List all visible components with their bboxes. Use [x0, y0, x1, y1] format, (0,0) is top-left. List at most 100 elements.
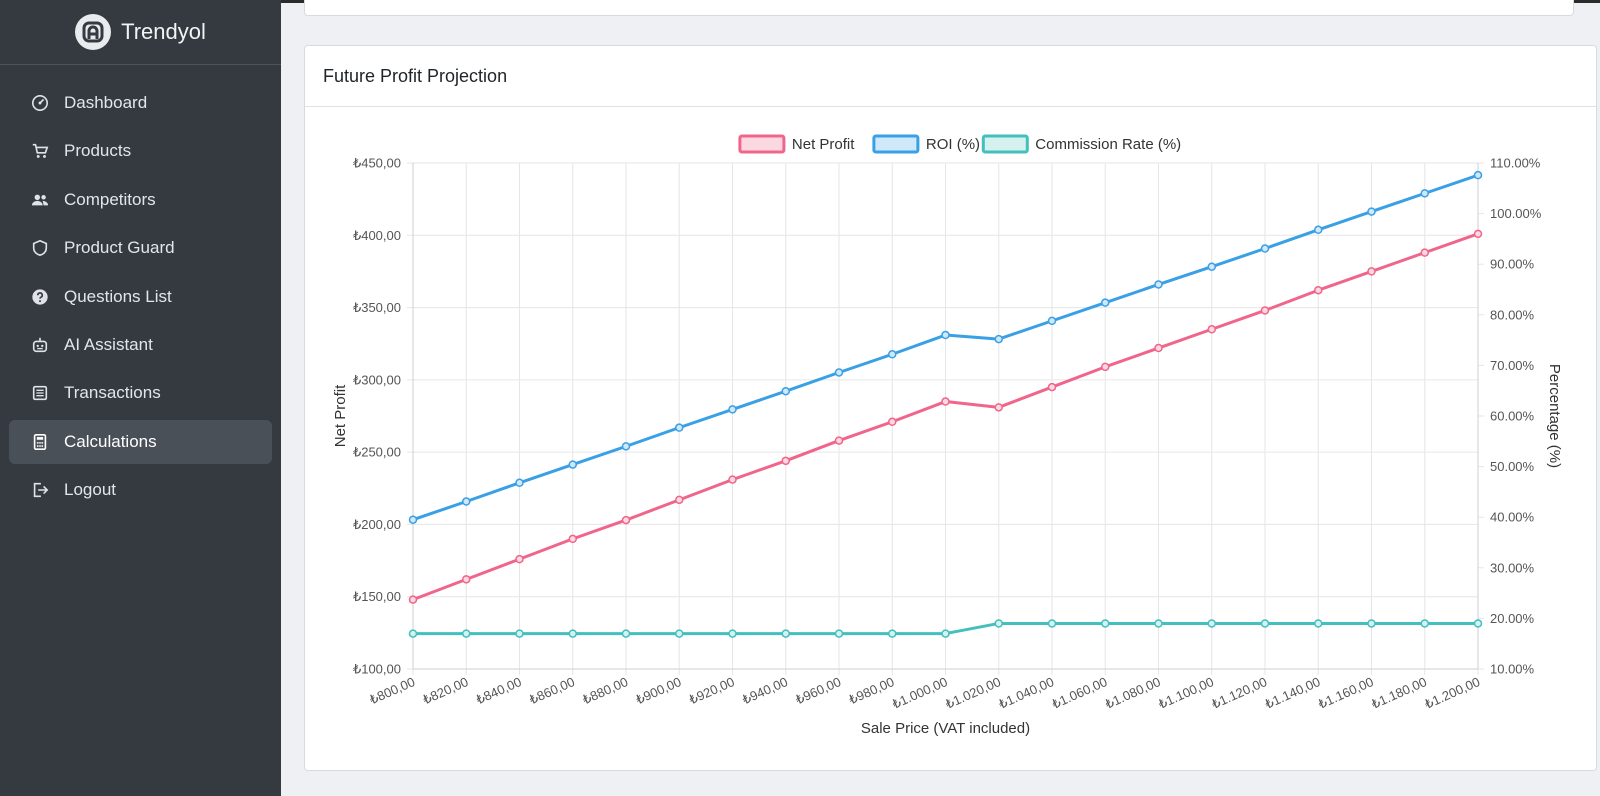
y2-tick-label: 40.00%: [1490, 510, 1535, 525]
x-tick-label: ₺1.080,00: [1103, 674, 1163, 712]
y2-tick-label: 110.00%: [1490, 156, 1541, 171]
main-content: Future Profit Projection ₺450,00 ₺400,00 ₺…: [281, 0, 1600, 796]
y2-tick-label: 30.00%: [1490, 560, 1535, 575]
data-point: [1207, 619, 1216, 628]
data-point: [781, 629, 790, 638]
sidebar-item-label: Transactions: [64, 383, 161, 403]
sidebar-item-questions-list[interactable]: Questions List: [9, 275, 272, 319]
data-point: [675, 629, 684, 638]
data-point: [1047, 316, 1057, 326]
x-tick-label: ₺1.180,00: [1369, 674, 1429, 712]
data-point: [994, 334, 1003, 344]
data-point: [834, 436, 844, 445]
y-tick-label: ₺450,00: [353, 156, 401, 171]
profit-projection-card: Future Profit Projection ₺450,00 ₺400,00 ₺…: [304, 45, 1597, 771]
sidebar-item-label: Calculations: [64, 431, 157, 451]
y-tick-label: ₺200,00: [353, 517, 401, 532]
x-tick-label: ₺1.140,00: [1263, 674, 1323, 712]
sidebar-item-label: Questions List: [64, 286, 172, 306]
data-point: [888, 629, 897, 638]
x-axis-title: Sale Price (VAT included): [861, 720, 1030, 737]
data-point: [941, 330, 950, 340]
y-tick-label: ₺150,00: [353, 589, 401, 604]
data-point: [462, 497, 471, 506]
data-point: [1367, 267, 1376, 276]
x-tick-label: ₺880,00: [580, 674, 630, 707]
data-point: [1420, 619, 1429, 628]
data-point: [1260, 306, 1270, 315]
x-tick-label: ₺1.000,00: [890, 674, 950, 712]
logout-icon: [30, 480, 50, 500]
y-tick-label: ₺100,00: [353, 662, 401, 677]
data-point: [1473, 170, 1483, 180]
x-tick-label: ₺1.060,00: [1050, 674, 1110, 712]
sidebar-item-logout[interactable]: Logout: [9, 468, 272, 512]
data-point: [781, 456, 790, 466]
sidebar-item-competitors[interactable]: Competitors: [9, 178, 272, 222]
data-point: [621, 515, 631, 525]
sidebar-item-label: AI Assistant: [64, 334, 153, 354]
x-tick-label: ₺900,00: [633, 674, 683, 707]
data-point: [1367, 619, 1376, 628]
data-point: [408, 595, 418, 604]
y2-axis-title: Percentage (%): [1546, 364, 1563, 468]
data-point: [994, 619, 1003, 628]
brand[interactable]: Trendyol: [0, 0, 281, 65]
sidebar-item-label: Products: [64, 141, 132, 161]
sidebar-item-label: Dashboard: [64, 93, 148, 112]
question-icon: [30, 287, 50, 307]
x-tick-label: ₺960,00: [793, 674, 843, 707]
data-point: [888, 417, 897, 427]
data-point: [1420, 248, 1429, 257]
y2-tick-label: 80.00%: [1490, 307, 1535, 322]
data-point: [462, 575, 471, 584]
data-point: [675, 423, 684, 432]
y2-tick-label: 50.00%: [1490, 459, 1535, 474]
data-point: [834, 368, 844, 377]
data-point: [1473, 229, 1483, 239]
data-point: [408, 515, 418, 524]
data-point: [1314, 225, 1323, 235]
data-point: [1101, 362, 1110, 372]
sidebar-nav: Dashboard Products Competitors Product G…: [0, 65, 281, 512]
data-point: [1154, 619, 1163, 628]
sidebar-item-label: Logout: [64, 480, 116, 500]
calculator-icon: [30, 432, 50, 452]
data-point: [1207, 262, 1216, 271]
data-point: [834, 629, 844, 638]
sidebar-item-transactions[interactable]: Transactions: [9, 371, 272, 415]
sidebar-item-product-guard[interactable]: Product Guard: [9, 226, 272, 270]
y-tick-label: ₺250,00: [353, 445, 401, 460]
data-point: [568, 460, 577, 469]
sidebar-item-ai-assistant[interactable]: AI Assistant: [9, 323, 272, 367]
legend-label: Commission Rate (%): [1035, 136, 1181, 153]
data-point: [941, 397, 950, 406]
data-point: [1260, 244, 1270, 253]
sidebar-item-calculations[interactable]: Calculations: [9, 419, 272, 464]
y2-tick-label: 20.00%: [1490, 611, 1535, 626]
data-point: [1154, 280, 1163, 289]
data-point: [515, 554, 524, 564]
y-tick-label: ₺300,00: [353, 372, 401, 387]
sidebar-item-products[interactable]: Products: [9, 129, 272, 173]
card-title: Future Profit Projection: [305, 46, 1596, 107]
x-tick-label: ₺1.120,00: [1209, 674, 1269, 712]
cart-icon: [30, 141, 50, 161]
data-point: [728, 405, 737, 414]
data-point: [408, 629, 418, 638]
data-point: [1047, 619, 1057, 628]
x-tick-label: ₺920,00: [687, 674, 737, 707]
brand-logo-icon: [75, 14, 112, 50]
sidebar-item-dashboard[interactable]: Dashboard: [9, 81, 272, 125]
legend-label: Net Profit: [792, 136, 855, 153]
data-point: [1047, 382, 1057, 392]
data-point: [621, 442, 631, 451]
list-icon: [30, 383, 50, 403]
data-point: [1154, 343, 1163, 353]
y-axis-title: Net Profit: [332, 384, 349, 447]
legend-swatch: [738, 134, 786, 154]
data-point: [728, 629, 737, 638]
users-icon: [30, 190, 50, 210]
data-point: [728, 475, 737, 484]
data-point: [1207, 325, 1216, 334]
